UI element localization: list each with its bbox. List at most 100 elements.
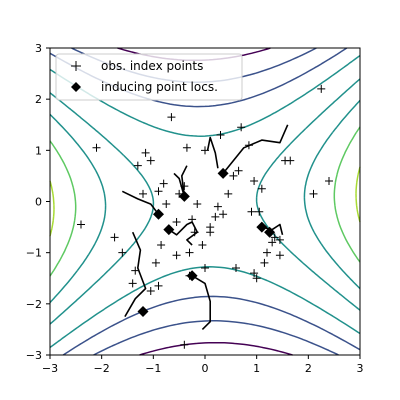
observation-point [201, 146, 209, 155]
legend: obs. index points inducing point locs. [55, 53, 243, 101]
y-tick-label: −1 [26, 247, 42, 260]
y-tick-label: −2 [26, 298, 42, 311]
observation-point [250, 269, 259, 278]
observation-point [159, 179, 168, 188]
observation-point [229, 171, 238, 180]
observation-point [201, 264, 209, 273]
observation-point [146, 287, 155, 296]
observation-point [154, 281, 163, 290]
observation-point [213, 202, 222, 211]
observation-point [224, 189, 233, 198]
x-tick-label: −2 [94, 362, 110, 375]
observation-point [180, 182, 189, 191]
observation-point [188, 215, 197, 224]
observation-point [167, 113, 176, 122]
observation-point [162, 200, 171, 209]
trajectory-line [206, 136, 219, 169]
observation-point [255, 207, 264, 216]
inducing-point [256, 221, 268, 233]
x-tick-label: 2 [305, 362, 312, 375]
observation-point [244, 141, 253, 150]
observation-point [275, 235, 284, 244]
inducing-point [137, 306, 149, 318]
legend-diamond-icon [71, 82, 81, 92]
observation-point [275, 251, 284, 260]
x-tick-label: −1 [145, 362, 161, 375]
y-axis-ticks: −3 −2 −1 0 1 2 3 [26, 42, 50, 362]
inducing-point [153, 208, 164, 220]
trajectory-line [222, 124, 289, 174]
legend-label-inducing: inducing point locs. [101, 80, 218, 94]
observation-point [211, 212, 220, 221]
y-tick-label: 3 [35, 42, 42, 55]
y-tick-label: 2 [35, 93, 42, 106]
trajectory-line [121, 190, 160, 215]
observation-point [250, 177, 259, 186]
x-tick-label: 3 [357, 362, 364, 375]
y-tick-label: 1 [35, 144, 42, 157]
observation-point [146, 156, 155, 165]
observation-point [128, 279, 137, 288]
observation-point [216, 130, 225, 139]
observation-point [309, 189, 318, 198]
observation-point [237, 123, 246, 132]
observation-point [172, 251, 181, 260]
observation-point [219, 210, 228, 219]
inducing-point [186, 270, 198, 282]
observation-point [182, 143, 191, 152]
observation-point [190, 228, 199, 237]
observation-point [141, 148, 150, 157]
contour-level-line [49, 126, 361, 277]
trajectory-line [191, 275, 211, 330]
observation-point [118, 248, 127, 257]
observation-point [268, 238, 277, 247]
observation-point [206, 228, 215, 237]
inducing-point [217, 167, 229, 179]
observation-point [139, 189, 147, 198]
trajectory-line [181, 165, 188, 197]
contour-level-line [49, 99, 361, 304]
observation-point [193, 200, 202, 209]
observation-point [185, 248, 194, 257]
legend-label-observations: obs. index points [101, 59, 203, 73]
observation-point [234, 166, 243, 175]
observation-point [77, 220, 85, 229]
observation-point [133, 161, 142, 170]
observation-point [317, 84, 326, 93]
observation-point [131, 266, 140, 275]
contour-level-line [49, 78, 361, 325]
observation-point [263, 248, 271, 257]
x-tick-label: −3 [42, 362, 58, 375]
y-tick-label: 0 [35, 196, 42, 209]
trajectory-line [173, 172, 186, 197]
observation-markers [77, 84, 333, 349]
observation-point [286, 156, 295, 165]
observation-point [232, 264, 240, 273]
observation-point [198, 240, 207, 249]
observation-point [157, 240, 166, 249]
observation-point [92, 143, 101, 152]
observation-point [180, 340, 189, 349]
observation-point [257, 184, 266, 193]
observation-point [110, 233, 119, 242]
observation-point [154, 187, 163, 196]
trajectory-line [124, 231, 147, 318]
legend-box [55, 53, 243, 101]
trajectory-line [261, 223, 284, 235]
observation-point [151, 258, 160, 267]
x-tick-label: 1 [253, 362, 260, 375]
observation-point [260, 258, 269, 267]
observation-point [325, 177, 333, 186]
x-axis-ticks: −3 −2 −1 0 1 2 3 [42, 355, 364, 375]
inducing-point [163, 224, 175, 236]
observation-point [252, 274, 261, 283]
x-tick-label: 0 [202, 362, 209, 375]
legend-plus-icon [71, 61, 81, 71]
observation-point [270, 233, 279, 242]
inducing-point [264, 226, 276, 238]
observation-point [172, 217, 181, 226]
observation-point [247, 207, 256, 216]
inducing-point-markers [137, 167, 276, 318]
inducing-point [178, 190, 190, 202]
